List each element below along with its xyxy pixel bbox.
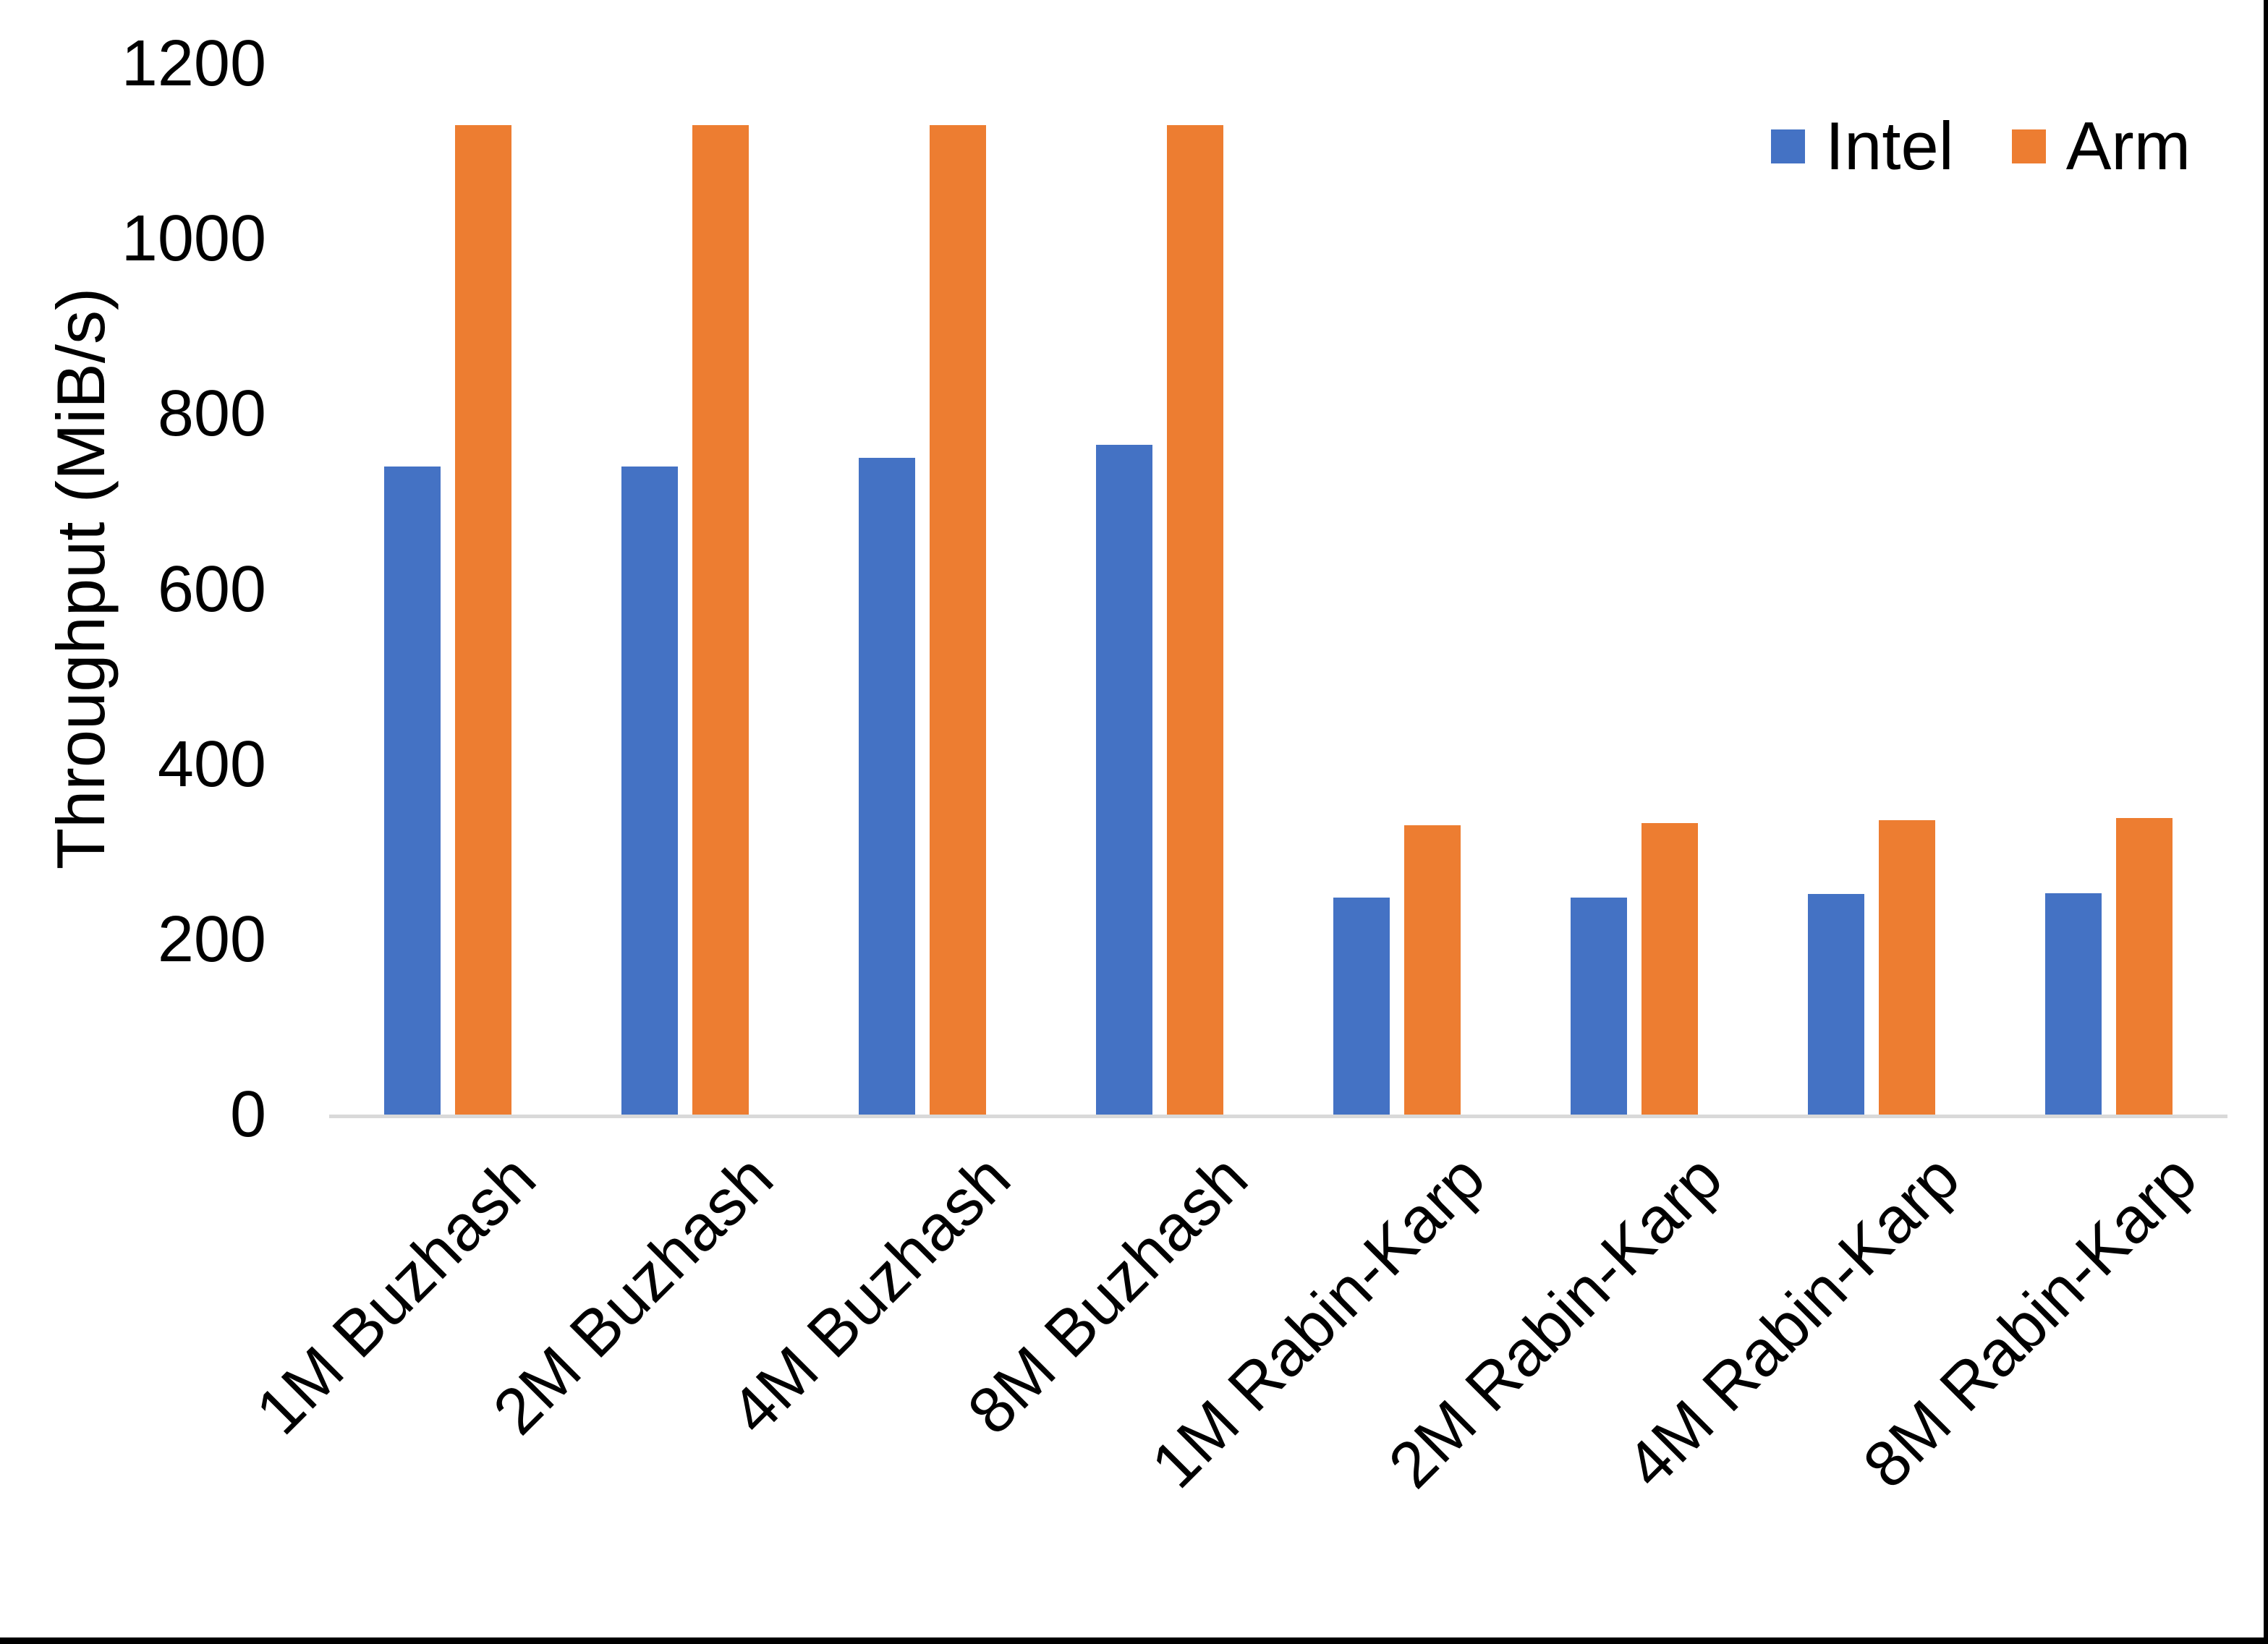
bar-arm-2m-buzhash <box>692 124 749 1115</box>
bar-arm-2m-rabin-karp <box>1641 822 1698 1115</box>
bar-intel-2m-rabin-karp <box>1571 897 1627 1115</box>
bar-intel-8m-rabin-karp <box>2045 893 2102 1115</box>
y-tick-label-600: 600 <box>157 553 266 626</box>
y-tick-label-1200: 1200 <box>121 27 266 100</box>
screen-edge-strip-bottom <box>0 1637 2268 1644</box>
legend-item-arm: Arm <box>2011 108 2191 184</box>
bar-arm-4m-buzhash <box>930 124 986 1115</box>
plot-area <box>329 64 2227 1115</box>
screen-edge-strip-right <box>2264 0 2268 1644</box>
y-tick-label-0: 0 <box>229 1078 266 1151</box>
bar-arm-1m-rabin-karp <box>1404 825 1461 1115</box>
y-tick-label-200: 200 <box>157 903 266 976</box>
x-axis-line <box>329 1115 2227 1118</box>
bar-intel-1m-buzhash <box>384 466 441 1115</box>
bar-intel-2m-buzhash <box>621 466 678 1115</box>
bar-intel-1m-rabin-karp <box>1333 897 1390 1115</box>
y-tick-label-800: 800 <box>157 378 266 451</box>
legend-swatch-intel-icon <box>1771 129 1805 163</box>
legend-label-arm: Arm <box>2065 108 2191 184</box>
bar-arm-8m-rabin-karp <box>2116 817 2173 1115</box>
bar-arm-1m-buzhash <box>455 124 511 1115</box>
y-tick-label-1000: 1000 <box>121 203 266 276</box>
y-axis-tick-labels: 0 200 400 600 800 1000 1200 <box>0 0 266 1644</box>
legend-swatch-arm-icon <box>2011 129 2046 163</box>
bar-arm-4m-rabin-karp <box>1879 820 1935 1115</box>
legend: Intel Arm <box>1771 110 2191 182</box>
bar-intel-4m-buzhash <box>859 457 915 1115</box>
legend-label-intel: Intel <box>1825 108 1954 184</box>
bar-intel-8m-buzhash <box>1096 444 1152 1115</box>
y-tick-label-400: 400 <box>157 728 266 801</box>
legend-item-intel: Intel <box>1771 110 1954 182</box>
bar-arm-8m-buzhash <box>1167 124 1223 1115</box>
bar-intel-4m-rabin-karp <box>1808 893 1864 1115</box>
